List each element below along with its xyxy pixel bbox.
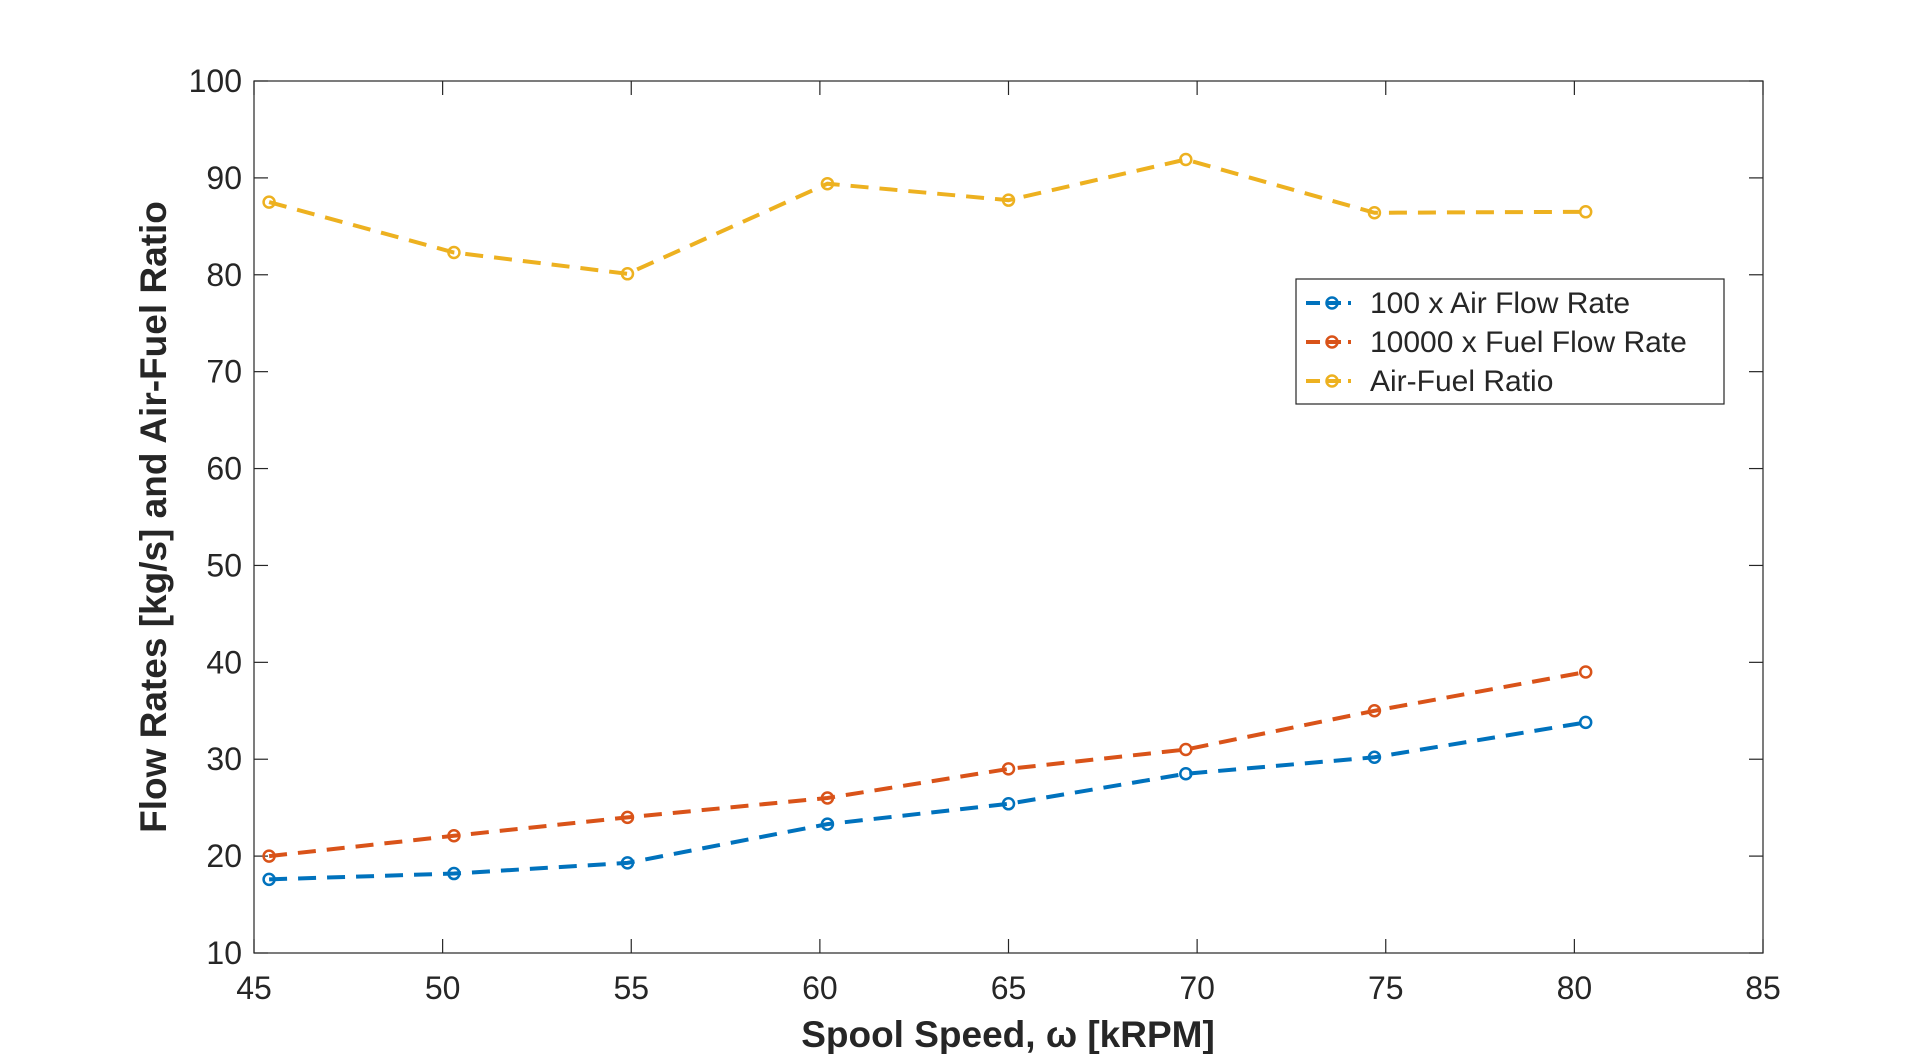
legend-label: 10000 x Fuel Flow Rate — [1370, 326, 1687, 359]
data-point — [820, 817, 835, 831]
y-tick-label: 20 — [206, 838, 242, 874]
series-line — [269, 720, 1587, 882]
series-line — [268, 670, 1587, 859]
data-point — [262, 849, 276, 863]
legend-box — [1295, 278, 1725, 405]
y-tick-label: 100 — [189, 63, 242, 99]
data-point — [620, 810, 635, 825]
y-tick-label: 90 — [206, 160, 242, 196]
data-point — [262, 195, 276, 209]
data-point — [620, 856, 635, 870]
y-tick-label: 80 — [206, 257, 242, 293]
legend-label: 100 x Air Flow Rate — [1370, 287, 1630, 320]
data-point — [1367, 206, 1382, 220]
data-point — [1001, 193, 1016, 207]
y-axis-label: Flow Rates [kg/s] and Air-Fuel Ratio — [133, 201, 174, 833]
series-line — [268, 157, 1586, 276]
legend-marker — [1325, 374, 1339, 388]
data-point — [1578, 665, 1593, 679]
data-point — [1578, 715, 1593, 730]
data-point — [820, 176, 835, 191]
x-tick-label: 45 — [236, 970, 272, 1006]
plot-area — [253, 80, 1764, 954]
y-tick-label: 60 — [206, 451, 242, 487]
legend-marker — [1325, 296, 1339, 310]
series-layer — [262, 152, 1593, 887]
x-tick-label: 85 — [1745, 970, 1781, 1006]
x-tick-label: 60 — [802, 970, 838, 1006]
data-point — [1578, 205, 1593, 219]
data-point — [1179, 767, 1193, 781]
data-point — [1179, 742, 1193, 757]
x-axis-ticks: 45 50 55 60 65 70 75 80 85 — [236, 81, 1781, 1006]
data-point — [447, 829, 461, 843]
x-tick-label: 50 — [425, 970, 461, 1006]
legend-label: Air-Fuel Ratio — [1370, 365, 1553, 398]
legend-marker — [1325, 335, 1339, 349]
x-tick-label: 75 — [1368, 970, 1404, 1006]
y-tick-label: 50 — [206, 547, 242, 583]
data-point — [1001, 762, 1016, 776]
data-point — [820, 791, 835, 805]
data-point — [447, 866, 461, 881]
x-tick-label: 55 — [613, 970, 649, 1006]
data-point — [1001, 797, 1016, 811]
data-point — [620, 267, 635, 281]
data-point — [447, 245, 461, 260]
y-tick-label: 30 — [206, 741, 242, 777]
data-point — [1367, 750, 1382, 765]
y-axis-ticks: 10 20 30 40 50 60 70 80 90 100 — [189, 63, 1763, 971]
x-tick-label: 65 — [991, 970, 1027, 1006]
legend: 100 x Air Flow Rate 10000 x Fuel Flow Rat… — [1295, 278, 1725, 405]
data-point — [262, 872, 276, 887]
y-tick-label: 40 — [206, 644, 242, 680]
data-point — [1367, 704, 1382, 718]
x-tick-label: 70 — [1179, 970, 1215, 1006]
data-point — [1179, 152, 1193, 167]
x-axis-label: Spool Speed, ω [kRPM] — [801, 1014, 1215, 1054]
y-tick-label: 10 — [206, 935, 242, 971]
y-tick-label: 70 — [206, 354, 242, 390]
x-tick-label: 80 — [1557, 970, 1593, 1006]
